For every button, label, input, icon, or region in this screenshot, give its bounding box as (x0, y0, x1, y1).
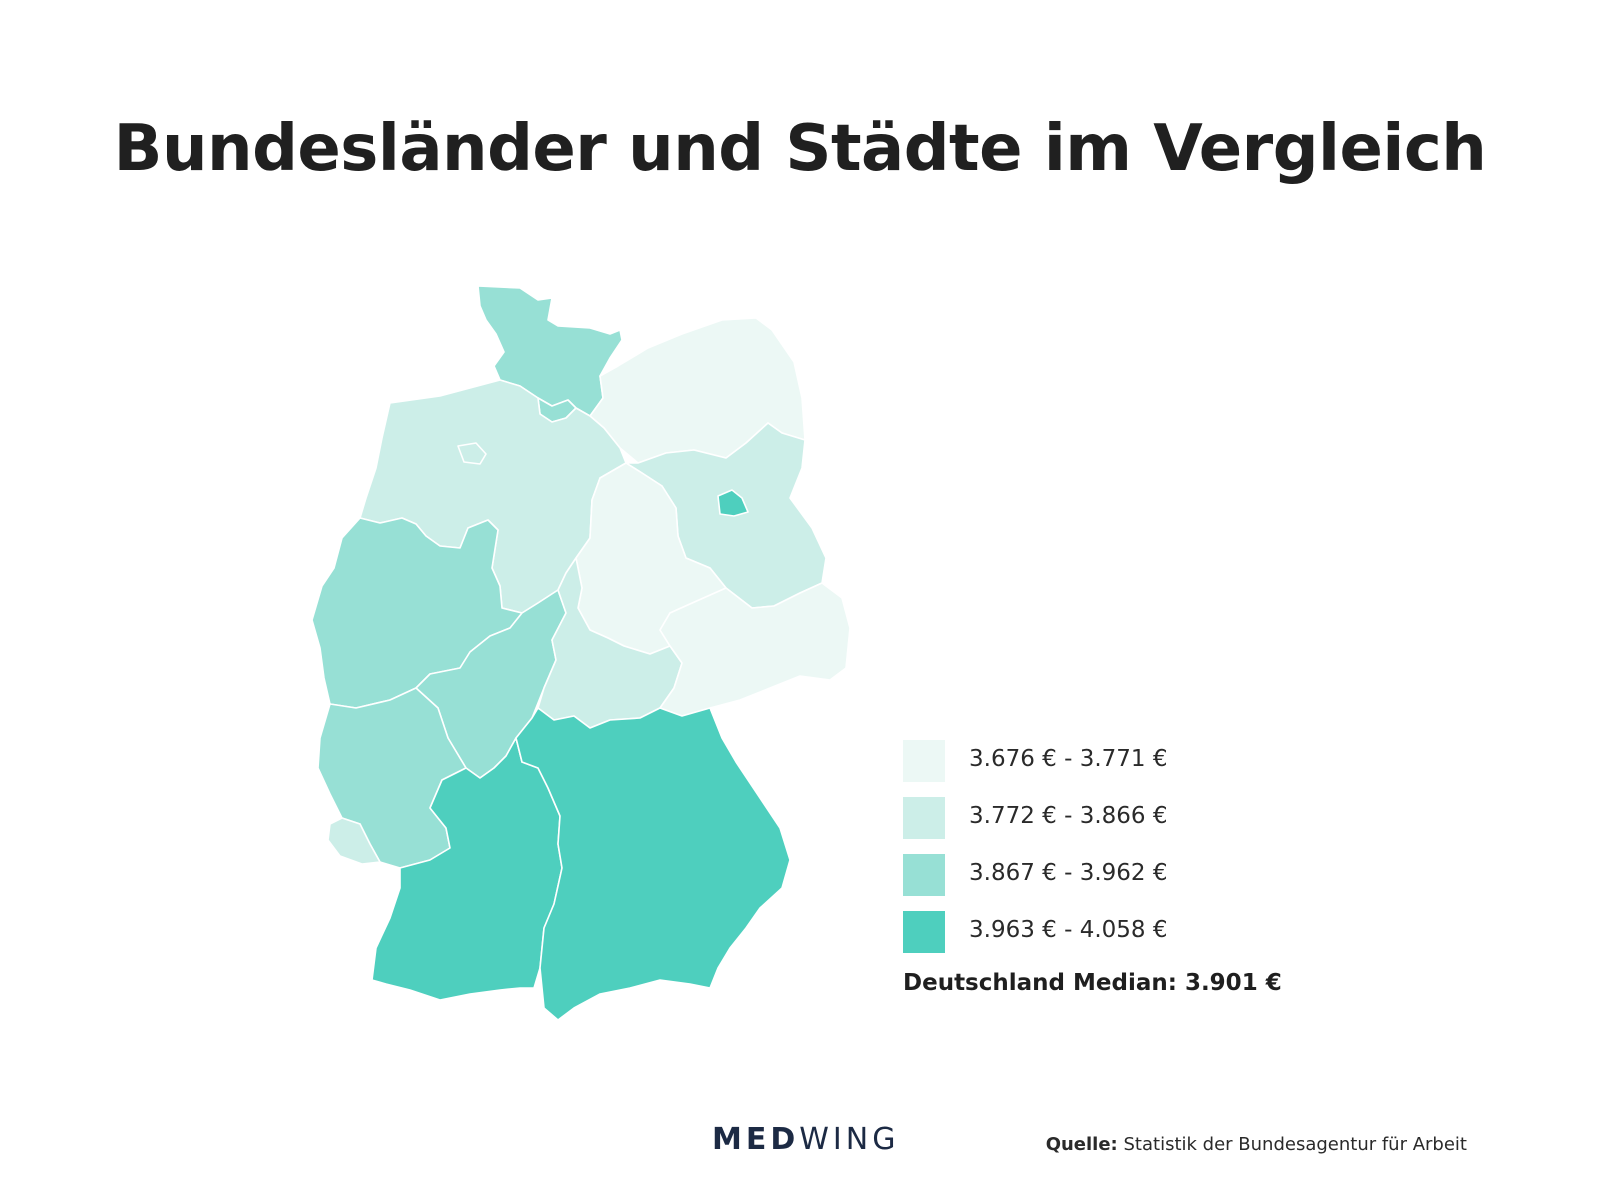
source-note: Quelle: Statistik der Bundesagentur für … (1046, 1134, 1467, 1155)
legend-label: 3.867 € - 3.962 € (969, 860, 1168, 886)
legend-label: 3.963 € - 4.058 € (969, 917, 1168, 943)
logo-text-bold: MED (712, 1122, 800, 1157)
legend-label: 3.676 € - 3.771 € (969, 746, 1168, 772)
source-text: Statistik der Bundesagentur für Arbeit (1123, 1134, 1468, 1155)
germany-map (311, 285, 851, 1021)
region-saarland (327, 817, 381, 865)
region-sachsen (659, 582, 851, 717)
logo-text-light: WING (799, 1122, 900, 1157)
legend-swatch (903, 740, 945, 782)
region-berlin (717, 489, 749, 517)
legend-swatch (903, 797, 945, 839)
medwing-logo: MEDWING (712, 1122, 899, 1157)
region-bayern (515, 707, 791, 1021)
median-label: Deutschland Median: 3.901 € (903, 970, 1282, 996)
source-label: Quelle: (1045, 1134, 1118, 1155)
legend-swatch (903, 854, 945, 896)
legend-swatch (903, 911, 945, 953)
page-title: Bundesländer und Städte im Vergleich (113, 112, 1487, 186)
legend-label: 3.772 € - 3.866 € (969, 803, 1168, 829)
region-bremen (457, 442, 487, 465)
